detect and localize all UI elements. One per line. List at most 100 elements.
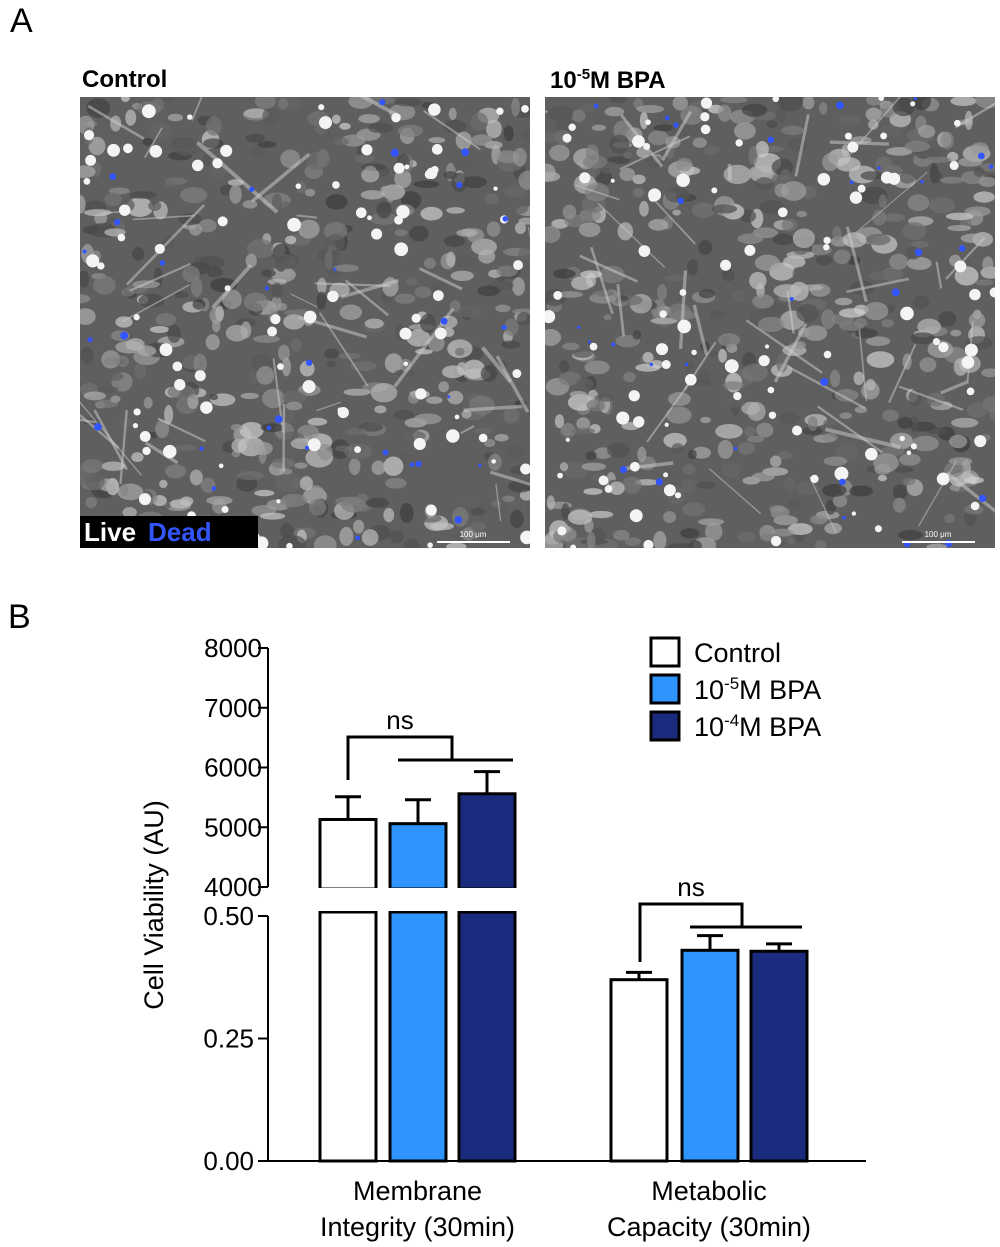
cell-body xyxy=(967,402,988,419)
cell-body xyxy=(845,104,855,117)
cell-body xyxy=(280,493,308,507)
cell-body xyxy=(603,314,612,321)
cell-body xyxy=(698,240,713,255)
cell-body xyxy=(364,318,384,329)
dead-cell-marker xyxy=(355,535,361,541)
bright-cell xyxy=(433,290,444,301)
cell-body xyxy=(622,476,642,494)
cell-body xyxy=(585,451,597,461)
bright-cell xyxy=(217,216,228,227)
bright-cell xyxy=(267,326,278,337)
dead-cell-marker xyxy=(390,148,399,157)
cell-body xyxy=(741,103,768,117)
bright-cell xyxy=(663,484,676,497)
cell-body xyxy=(477,285,501,297)
cell-body xyxy=(518,217,530,225)
cell-body xyxy=(832,494,848,508)
cell-body xyxy=(737,531,756,543)
cell-body xyxy=(918,124,936,138)
cell-body xyxy=(802,97,815,110)
cell-body xyxy=(623,151,633,159)
cell-process xyxy=(495,355,530,413)
cell-body xyxy=(833,249,851,265)
cell-process xyxy=(495,484,502,522)
cell-body xyxy=(405,277,418,286)
bright-cell xyxy=(966,387,975,396)
bright-cell xyxy=(133,314,140,321)
cell-body xyxy=(667,303,692,321)
cell-body xyxy=(639,111,649,130)
cell-body xyxy=(149,326,170,334)
bright-cell xyxy=(570,544,577,548)
micrograph-title-main: Control xyxy=(82,66,168,93)
cell-body xyxy=(470,112,489,131)
cell-body xyxy=(155,419,170,439)
cell-body xyxy=(190,277,203,298)
cell-process xyxy=(597,202,666,268)
cell-body xyxy=(897,416,913,429)
bright-cell xyxy=(568,123,576,131)
cell-body xyxy=(447,390,464,405)
axis-break-gap xyxy=(316,888,380,911)
cell-process xyxy=(858,329,868,402)
cell-body xyxy=(290,338,302,352)
dead-cell-marker xyxy=(266,425,272,431)
dead-cell-marker xyxy=(501,324,507,330)
cell-body xyxy=(169,499,192,509)
dead-cell-marker xyxy=(94,423,102,431)
cell-body xyxy=(494,433,509,442)
bright-cell xyxy=(276,499,281,504)
bright-cell xyxy=(900,306,914,321)
bright-cell xyxy=(520,463,530,475)
bright-cell xyxy=(117,233,126,242)
cell-body xyxy=(125,338,145,351)
cell-body xyxy=(198,219,217,233)
cell-body xyxy=(747,435,765,443)
cell-body xyxy=(829,369,841,388)
bright-cell xyxy=(604,485,613,493)
cell-body xyxy=(697,369,711,385)
cell-body xyxy=(326,360,336,368)
bright-cell xyxy=(633,416,645,428)
cell-process xyxy=(917,460,958,527)
cell-body xyxy=(671,443,684,455)
cell-body xyxy=(666,406,692,424)
cell-body xyxy=(839,412,853,419)
cell-body xyxy=(556,291,584,298)
cell-body xyxy=(781,125,805,135)
dead-cell-marker xyxy=(379,99,386,106)
cell-body xyxy=(982,256,994,273)
cell-body xyxy=(717,104,732,122)
cell-process xyxy=(481,346,513,384)
bright-cell xyxy=(118,204,131,216)
cell-body xyxy=(892,97,915,117)
bright-cell xyxy=(720,259,732,271)
dead-cell-marker xyxy=(684,362,689,366)
bright-cell xyxy=(427,542,433,548)
cell-body xyxy=(503,407,520,424)
cell-body xyxy=(414,286,432,298)
cell-body xyxy=(299,476,314,491)
cell-body xyxy=(110,395,121,403)
cell-process xyxy=(157,417,206,443)
cell-process xyxy=(590,246,614,315)
bright-cell xyxy=(664,422,669,427)
cell-process xyxy=(579,254,638,283)
micrograph-title-pre: 10 xyxy=(550,67,577,94)
cell-process xyxy=(616,284,626,337)
cell-body xyxy=(501,340,521,349)
cell-body xyxy=(558,371,582,386)
cell-body xyxy=(419,514,442,523)
cell-body xyxy=(672,209,681,216)
cell-body xyxy=(950,329,962,337)
bright-cell xyxy=(318,116,332,130)
cell-body xyxy=(839,308,866,318)
cell-body xyxy=(384,353,403,374)
dead-cell-marker xyxy=(415,460,422,468)
cell-body xyxy=(578,222,601,238)
cell-body xyxy=(907,194,930,212)
cell-body xyxy=(919,357,937,373)
bright-cell xyxy=(303,310,317,324)
cell-body xyxy=(904,140,930,152)
cell-body xyxy=(450,270,474,282)
